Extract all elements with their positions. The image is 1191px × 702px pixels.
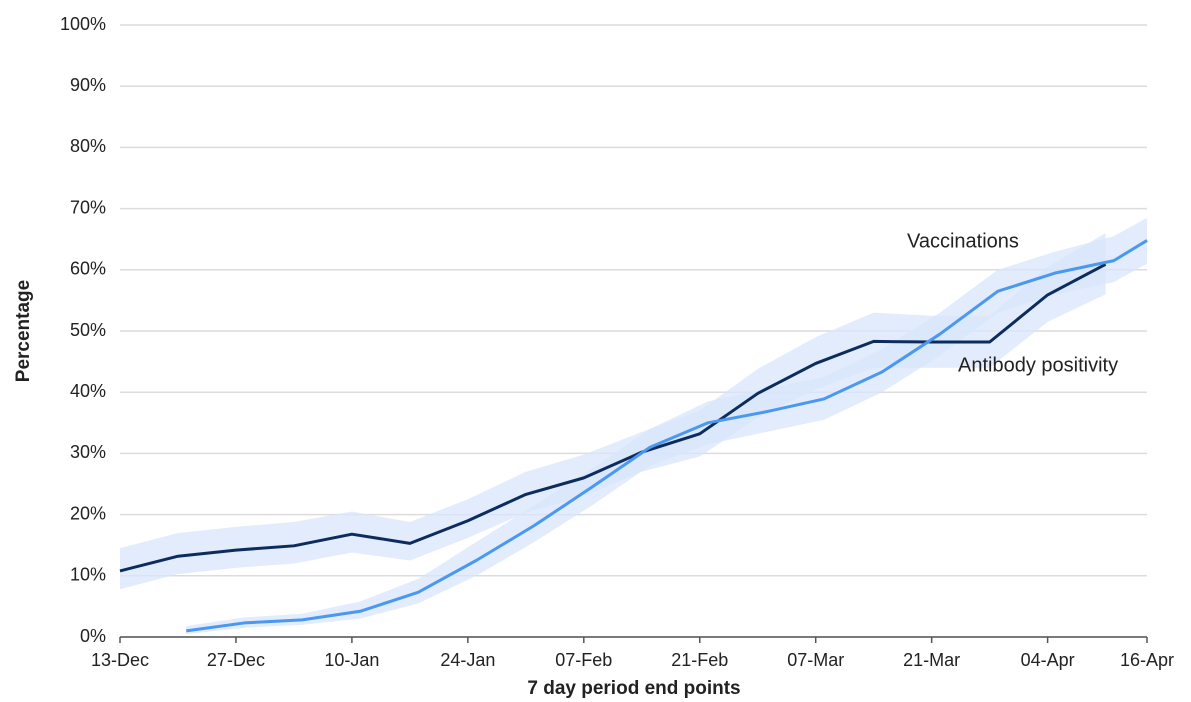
line [186,239,1148,633]
x-tick-label: 16-Apr [1120,650,1174,670]
y-tick-label: 40% [70,381,106,401]
x-tick-label: 21-Feb [671,650,728,670]
confidence-band [120,233,1106,590]
x-tick-label: 24-Jan [440,650,495,670]
y-tick-label: 60% [70,259,106,279]
x-tick-label: 04-Apr [1021,650,1075,670]
confidence-band [186,217,1148,634]
x-tick-label: 13-Dec [91,650,149,670]
y-tick-label: 30% [70,442,106,462]
x-tick-label: 21-Mar [903,650,960,670]
y-tick-label: 80% [70,136,106,156]
y-tick-label: 50% [70,320,106,340]
x-axis-title: 7 day period end points [527,678,740,699]
y-tick-label: 90% [70,75,106,95]
series-label: Antibody positivity [958,354,1118,376]
x-tick-label: 07-Mar [787,650,844,670]
y-tick-label: 10% [70,565,106,585]
y-tick-label: 0% [80,626,106,646]
y-tick-label: 70% [70,197,106,217]
y-axis-title: Percentage [13,280,34,382]
line [119,262,1107,573]
x-tick-label: 07-Feb [555,650,612,670]
series-label: Vaccinations [907,230,1019,252]
y-tick-label: 20% [70,503,106,523]
x-tick-label: 27-Dec [207,650,265,670]
x-tick-label: 10-Jan [324,650,379,670]
y-tick-label: 100% [60,14,106,34]
